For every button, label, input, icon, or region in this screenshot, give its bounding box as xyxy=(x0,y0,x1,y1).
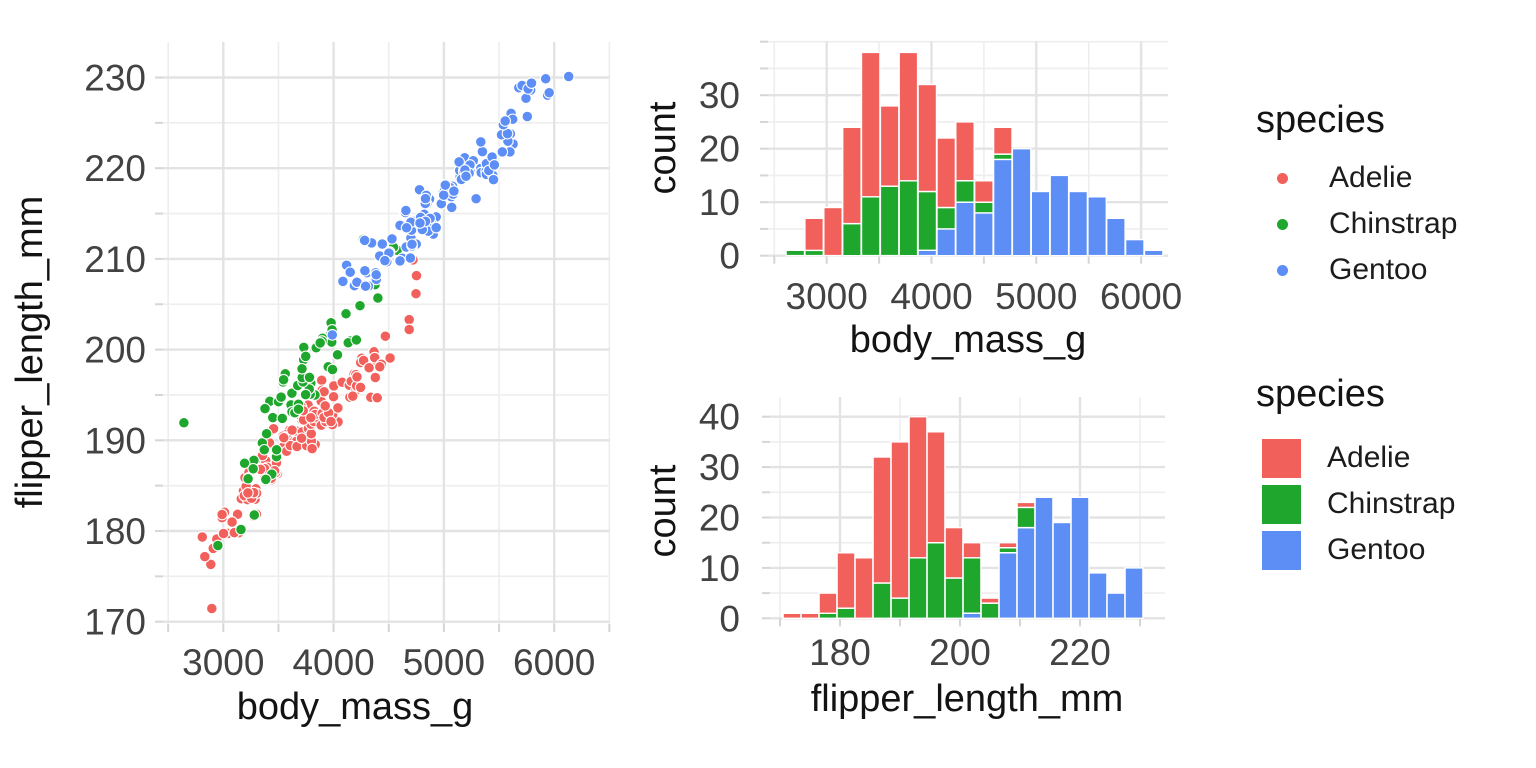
svg-text:flipper_length_mm: flipper_length_mm xyxy=(9,196,51,509)
legend-item-adelie: Adelie xyxy=(1256,435,1526,481)
svg-text:180: 180 xyxy=(809,632,871,673)
svg-text:40: 40 xyxy=(699,397,740,438)
svg-text:220: 220 xyxy=(84,148,146,189)
legend-item-label: Adelie xyxy=(1327,441,1411,474)
legend-item-label: Chinstrap xyxy=(1329,207,1458,240)
legend-rows: Adelie Chinstrap Gentoo xyxy=(1256,435,1526,573)
svg-text:4000: 4000 xyxy=(890,276,972,317)
svg-text:4000: 4000 xyxy=(292,642,374,683)
gentoo-point-marker-icon xyxy=(1277,264,1288,276)
svg-text:count: count xyxy=(642,464,684,557)
legend-item-adelie: Adelie xyxy=(1256,155,1526,201)
histogram-body-mass: 3000 4000 5000 6000 0 10 20 30 body_mass_g count xyxy=(642,40,1182,361)
svg-text:3000: 3000 xyxy=(786,276,868,317)
svg-text:20: 20 xyxy=(699,129,740,170)
svg-text:3000: 3000 xyxy=(182,642,264,683)
svg-text:0: 0 xyxy=(719,598,740,639)
legend-species-points: species Adelie Chinstrap Gentoo xyxy=(1256,100,1526,293)
svg-text:body_mass_g: body_mass_g xyxy=(850,319,1087,361)
gentoo-fill-swatch-icon xyxy=(1262,530,1301,570)
svg-text:30: 30 xyxy=(699,75,740,116)
legend-title: species xyxy=(1256,373,1385,415)
svg-text:5000: 5000 xyxy=(995,276,1077,317)
svg-text:10: 10 xyxy=(699,548,740,589)
svg-text:180: 180 xyxy=(84,511,146,552)
adelie-fill-swatch-icon xyxy=(1262,438,1301,478)
svg-text:6000: 6000 xyxy=(513,642,595,683)
svg-text:20: 20 xyxy=(699,498,740,539)
legend-item-label: Gentoo xyxy=(1327,533,1426,566)
histogram-flipper-length: 180 200 220 0 10 20 30 40 flipper_length_mm count xyxy=(642,397,1165,720)
legend-title: species xyxy=(1256,99,1385,141)
svg-text:10: 10 xyxy=(699,182,740,223)
legend-species-fill: species Adelie Chinstrap Gentoo xyxy=(1256,374,1526,573)
legend-item-gentoo: Gentoo xyxy=(1256,527,1526,573)
legend-item-label: Gentoo xyxy=(1329,253,1428,286)
svg-text:220: 220 xyxy=(1049,632,1111,673)
legend-item-gentoo: Gentoo xyxy=(1256,247,1526,293)
chinstrap-point-marker-icon xyxy=(1277,218,1288,230)
svg-text:30: 30 xyxy=(699,447,740,488)
svg-text:200: 200 xyxy=(929,632,991,673)
scatter-plot-flipper-vs-mass: 3000 4000 5000 6000 170 180 190 200 210 220 230 bod… xyxy=(9,42,611,728)
svg-text:count: count xyxy=(642,101,684,194)
svg-text:flipper_length_mm: flipper_length_mm xyxy=(811,678,1124,720)
svg-text:0: 0 xyxy=(719,236,740,277)
svg-text:230: 230 xyxy=(84,58,146,99)
svg-text:190: 190 xyxy=(84,420,146,461)
svg-text:body_mass_g: body_mass_g xyxy=(237,686,474,728)
svg-text:210: 210 xyxy=(84,239,146,280)
legend-rows: Adelie Chinstrap Gentoo xyxy=(1256,155,1526,293)
adelie-point-marker-icon xyxy=(1277,172,1288,184)
svg-text:5000: 5000 xyxy=(403,642,485,683)
chinstrap-fill-swatch-icon xyxy=(1262,484,1301,524)
legend-item-chinstrap: Chinstrap xyxy=(1256,481,1526,527)
svg-text:200: 200 xyxy=(84,330,146,371)
legend-item-chinstrap: Chinstrap xyxy=(1256,201,1526,247)
legend-item-label: Adelie xyxy=(1329,161,1413,194)
svg-text:6000: 6000 xyxy=(1100,276,1182,317)
svg-text:170: 170 xyxy=(84,602,146,643)
legend-item-label: Chinstrap xyxy=(1327,487,1456,520)
